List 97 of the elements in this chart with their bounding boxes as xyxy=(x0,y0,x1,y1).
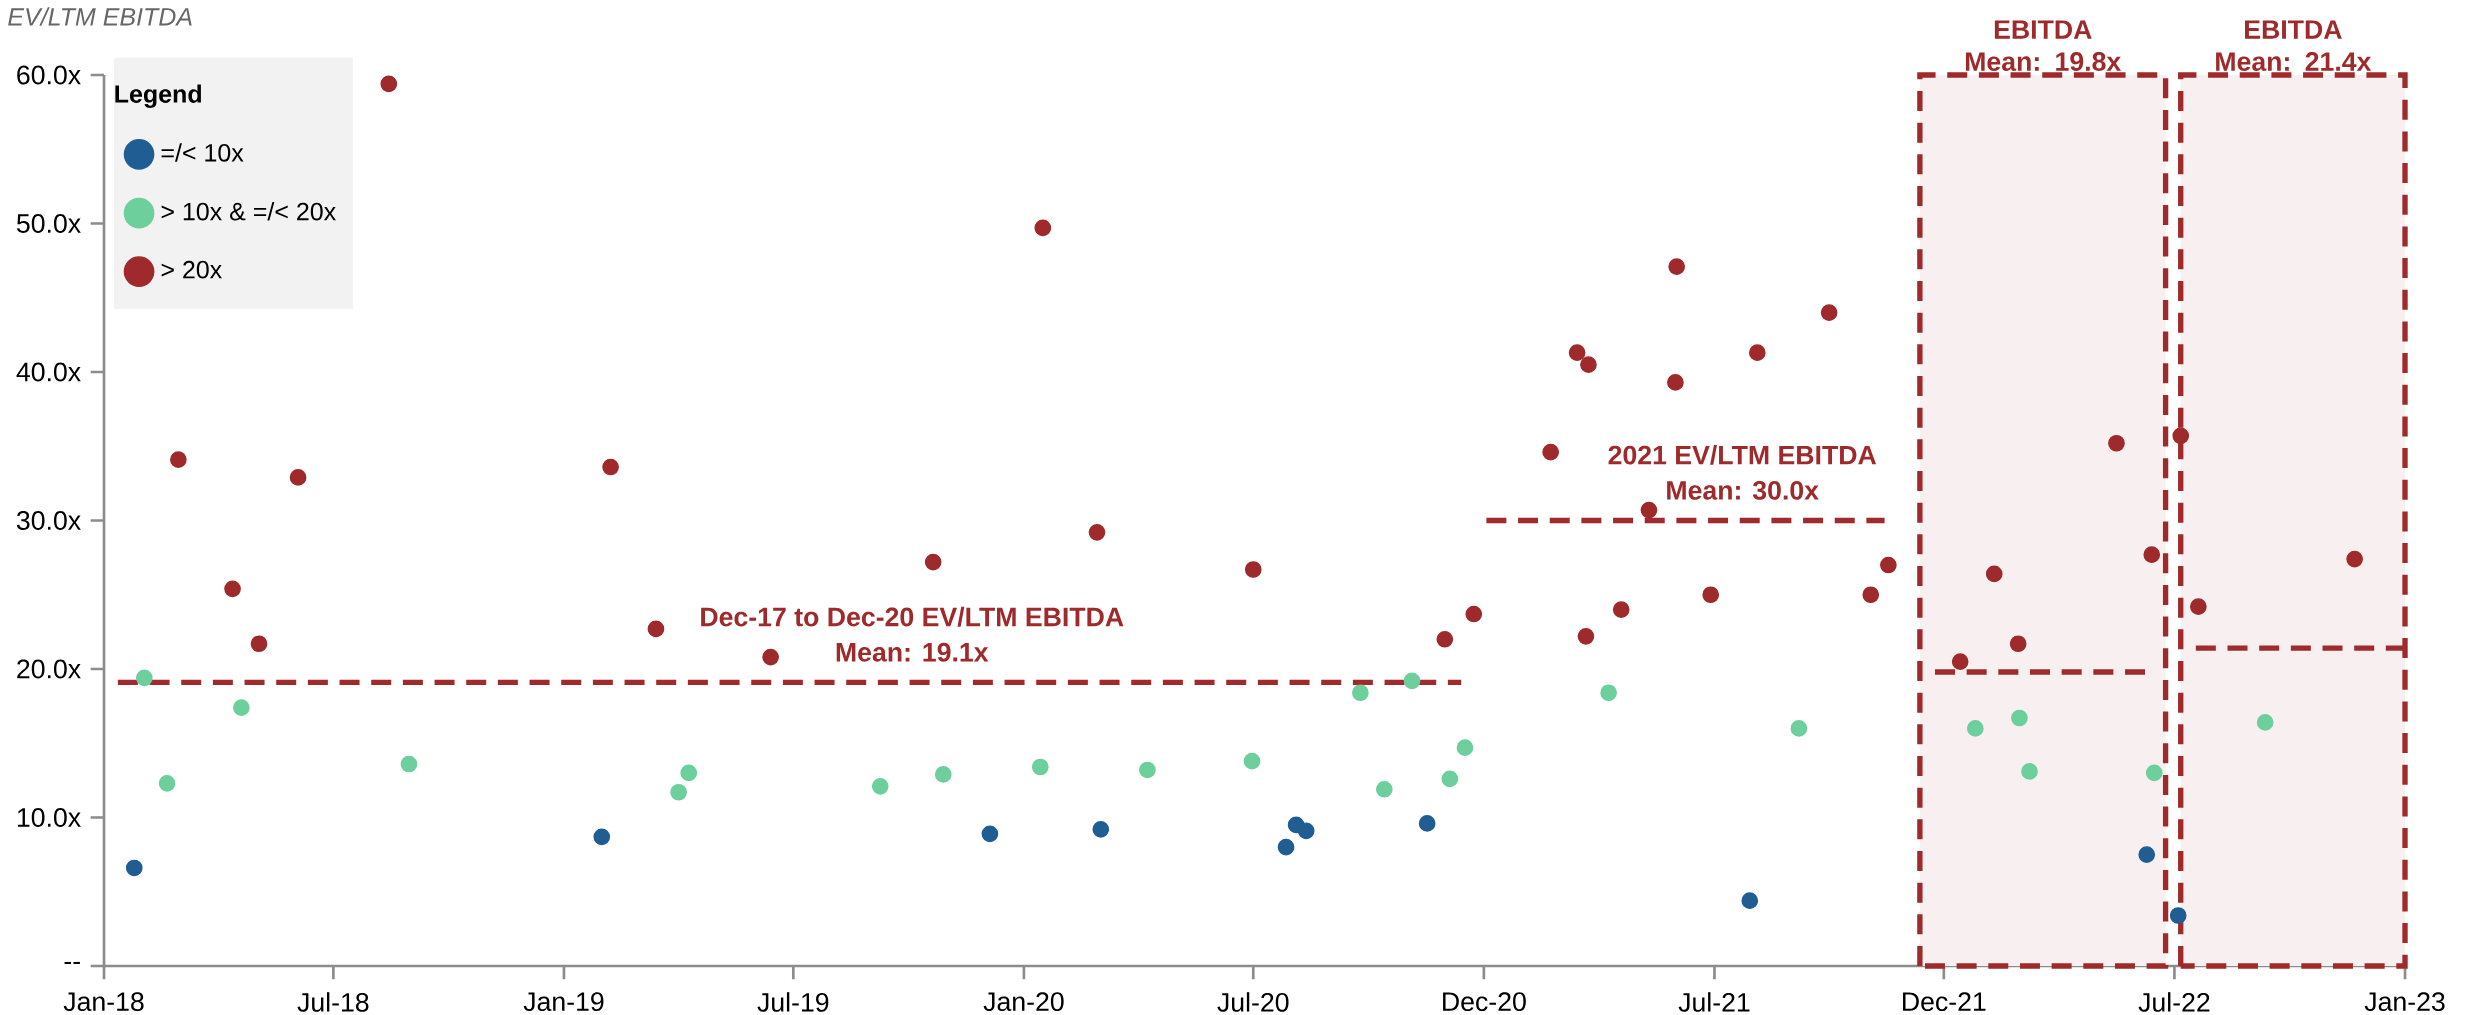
point xyxy=(1456,739,1474,757)
y-tick-label: 60.0x xyxy=(17,65,81,85)
point xyxy=(136,669,153,687)
point xyxy=(2256,714,2274,731)
point xyxy=(1568,344,1586,362)
point xyxy=(871,777,889,795)
point xyxy=(1790,720,1808,737)
annotation: Mean: 19.1x xyxy=(836,642,989,662)
point xyxy=(1640,501,1658,519)
y-tick-label: 20.0x xyxy=(17,659,81,679)
point xyxy=(1088,524,1106,541)
point xyxy=(1862,586,1880,604)
point xyxy=(1577,627,1595,645)
x-tick-label: Jan-20 xyxy=(983,992,1064,1012)
annotation: Dec-17 to Dec-20 EV/LTM EBITDA xyxy=(701,606,1124,627)
point xyxy=(647,620,665,638)
point xyxy=(170,451,187,468)
point xyxy=(2108,434,2125,452)
point xyxy=(2145,764,2163,782)
point xyxy=(2143,546,2161,563)
point xyxy=(2346,550,2363,568)
point xyxy=(593,828,611,846)
x-tick-label: Jul-20 xyxy=(1217,992,1289,1012)
point xyxy=(1277,838,1295,856)
point xyxy=(1702,586,1720,604)
point xyxy=(2190,598,2207,615)
point xyxy=(1748,344,1766,362)
point xyxy=(1985,565,2003,583)
point xyxy=(1880,556,1897,574)
annotation: 2021 EV/LTM EBITDA xyxy=(1608,444,1877,465)
point xyxy=(680,764,698,782)
point xyxy=(1820,304,1838,321)
point xyxy=(1580,356,1597,373)
point xyxy=(1542,443,1559,461)
point xyxy=(1092,821,1110,838)
point xyxy=(2172,427,2190,445)
point xyxy=(380,75,398,93)
x-tick-label: Jan-23 xyxy=(2364,992,2445,1012)
point xyxy=(1297,822,1315,840)
x-tick-label: Dec-20 xyxy=(1443,992,1526,1012)
point xyxy=(1352,684,1369,702)
y-axis-title: EV/LTM EBITDA xyxy=(8,7,192,26)
point xyxy=(2169,907,2187,924)
point xyxy=(1612,601,1630,618)
y-tick-label: 50.0x xyxy=(16,214,81,233)
point xyxy=(1600,684,1617,702)
point xyxy=(762,648,779,666)
y-tick-label: 30.0x xyxy=(16,511,81,530)
point xyxy=(924,553,942,571)
point xyxy=(233,699,250,716)
x-tick-label: Jul-18 xyxy=(297,992,369,1012)
point xyxy=(250,635,268,653)
point xyxy=(670,783,687,801)
band-label: EBITDA Mean: 19.8x xyxy=(1965,20,2122,71)
point xyxy=(2011,709,2028,727)
point xyxy=(1436,630,1454,648)
legend-label: > 10x & =/< 20x xyxy=(161,202,336,221)
point xyxy=(1951,653,1969,670)
y-tick-label: 40.0x xyxy=(16,362,81,382)
point xyxy=(1243,752,1261,770)
point xyxy=(125,859,143,877)
point xyxy=(2138,846,2156,863)
point xyxy=(1441,770,1459,788)
point xyxy=(1139,761,1156,779)
x-tick-label: Jul-22 xyxy=(2138,992,2210,1012)
point xyxy=(934,766,952,783)
point xyxy=(1741,892,1759,909)
y-tick-label: -- xyxy=(64,961,80,964)
x-tick-label: Jul-21 xyxy=(1678,992,1750,1012)
legend-label: > 20x xyxy=(161,260,222,279)
point xyxy=(289,469,307,486)
point xyxy=(1966,720,1984,737)
x-tick-label: Jan-18 xyxy=(63,992,144,1012)
point xyxy=(1465,605,1483,623)
point xyxy=(1418,815,1436,832)
x-tick-label: Jul-19 xyxy=(757,992,829,1012)
point xyxy=(1244,561,1262,578)
point xyxy=(224,580,241,598)
point xyxy=(1375,780,1393,798)
point xyxy=(1668,258,1686,275)
point xyxy=(1031,758,1049,776)
point xyxy=(400,755,418,773)
point xyxy=(1403,672,1421,690)
y-tick-label: 10.0x xyxy=(17,808,81,827)
x-tick-label: Dec-21 xyxy=(1903,992,1986,1012)
band-label: EBITDA Mean: 21.4x xyxy=(2216,20,2372,71)
point xyxy=(158,775,176,792)
point xyxy=(1034,219,1052,237)
point xyxy=(2009,635,2027,653)
legend-title: Legend xyxy=(115,84,201,108)
point xyxy=(1667,374,1684,391)
point xyxy=(2021,763,2038,780)
point xyxy=(602,458,619,476)
legend-label: =/< 10x xyxy=(161,143,244,162)
point xyxy=(981,825,999,843)
x-tick-label: Jan-19 xyxy=(523,992,604,1012)
annotation: Mean: 30.0x xyxy=(1667,480,1819,500)
